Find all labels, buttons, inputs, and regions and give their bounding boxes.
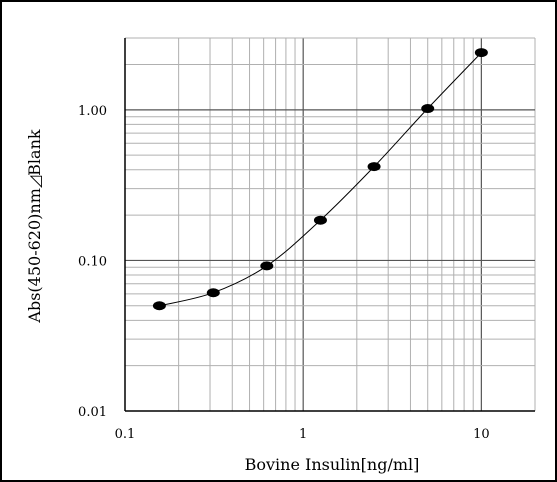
data-point — [206, 288, 220, 298]
x-axis-title: Bovine Insulin[ng/ml] — [245, 455, 420, 474]
axis-layer — [124, 38, 535, 412]
y-tick-labels: 0.01 0.10 1.00 — [78, 104, 107, 420]
y-tick-label: 1.00 — [78, 104, 107, 119]
data-point — [152, 301, 166, 311]
data-point — [313, 215, 327, 225]
x-tick-labels: 0.1 1 10 — [115, 427, 490, 442]
x-tick-label: 10 — [473, 427, 490, 442]
data-point — [474, 48, 488, 58]
y-tick-label: 0.01 — [78, 405, 107, 420]
x-tick-label: 0.1 — [115, 427, 136, 442]
marker-layer — [152, 48, 488, 311]
x-tick-label: 1 — [299, 427, 307, 442]
y-tick-label: 0.10 — [78, 254, 107, 269]
data-point — [367, 162, 381, 172]
y-axis-title: Abs(450-620)nm◿Blank — [25, 129, 44, 323]
grid — [125, 37, 536, 411]
data-point — [260, 261, 274, 271]
data-point — [421, 104, 435, 114]
